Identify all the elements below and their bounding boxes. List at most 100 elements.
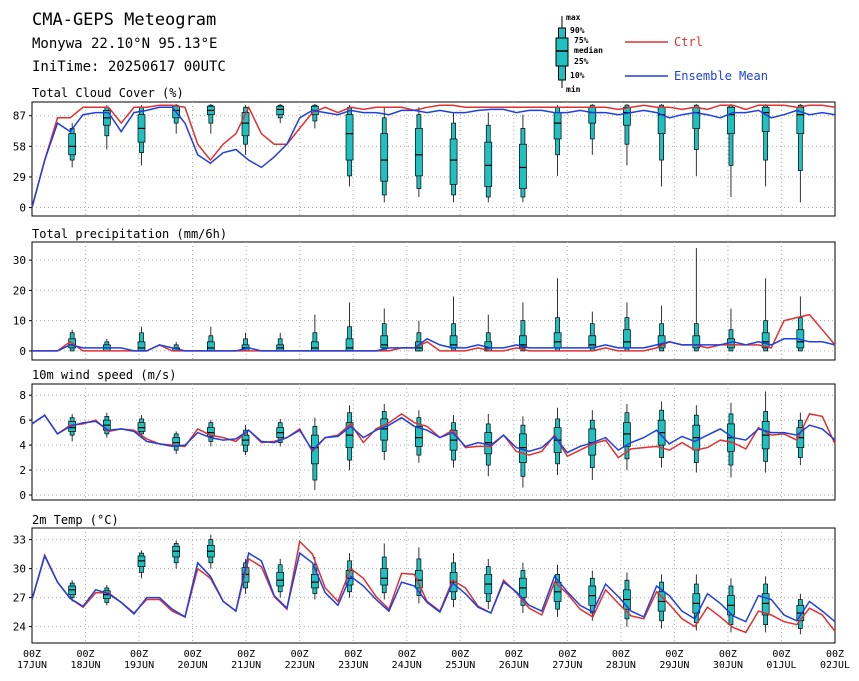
x-tick-label-date: 30JUN <box>713 660 743 671</box>
box-inner <box>727 106 735 135</box>
panel-precipitation: Total precipitation (mm/6h) 0 10 20 30 <box>13 227 836 361</box>
box-inner <box>311 341 319 352</box>
ensemble-box <box>623 104 631 166</box>
ensemble-box <box>761 278 770 352</box>
legend-label-min: min <box>566 84 581 94</box>
box-inner <box>761 332 770 349</box>
panel-title: 10m wind speed (m/s) <box>32 368 177 382</box>
box-inner <box>519 335 527 349</box>
legend-label-p90: 90% <box>570 26 585 35</box>
x-tick-label-hour: 00Z <box>451 649 469 660</box>
y-tick-label: 10 <box>13 315 26 328</box>
ctrl-series-line <box>31 539 836 634</box>
x-tick-label-hour: 00Z <box>291 649 309 660</box>
ensemble-box <box>484 558 493 610</box>
y-tick-label: 29 <box>13 171 26 184</box>
ensemble-box <box>172 431 181 454</box>
ctrl-series-line <box>32 313 836 352</box>
x-tick-label-date: 23JUN <box>338 660 368 671</box>
x-tick-label-hour: 00Z <box>505 649 523 660</box>
ensemble-mean-line <box>31 414 836 454</box>
ensemble-box <box>68 413 77 442</box>
x-tick-label-hour: 00Z <box>237 649 255 660</box>
x-tick-label-date: 28JUN <box>606 660 636 671</box>
ensemble-box <box>207 534 215 569</box>
x-tick-label-date: 27JUN <box>552 660 582 671</box>
x-tick-label-hour: 00Z <box>558 649 576 660</box>
y-tick-label: 58 <box>13 140 26 153</box>
x-tick-label-date: 20JUN <box>178 660 208 671</box>
x-tick-label-hour: 00Z <box>719 649 737 660</box>
ensemble-box <box>137 415 146 438</box>
ensemble-box <box>276 104 285 124</box>
ensemble-box <box>796 296 805 352</box>
box-inner <box>761 593 770 616</box>
ensemble-box <box>796 593 805 635</box>
legend-label-p10: 10% <box>570 71 585 80</box>
box-inner <box>276 105 285 116</box>
ensemble-box <box>657 401 666 468</box>
ensemble-box <box>692 104 701 176</box>
box-inner <box>588 106 597 124</box>
x-tick-label-hour: 00Z <box>23 649 41 660</box>
panel-title: Total Cloud Cover (%) <box>32 86 184 100</box>
ensemble-box <box>484 314 493 352</box>
x-tick-label-hour: 00Z <box>184 649 202 660</box>
box-inner <box>68 133 77 156</box>
x-tick-label-date: 02JUL <box>820 660 850 671</box>
box-inner <box>692 335 701 349</box>
box-inner <box>519 143 527 189</box>
ensemble-box <box>311 417 319 491</box>
x-tick-label-hour: 00Z <box>130 649 148 660</box>
panel-temperature: 2m Temp (°C) 24 27 30 33 <box>13 513 836 644</box>
ensemble-box <box>137 550 146 579</box>
ensemble-box <box>102 585 111 606</box>
legend-label-median: median <box>574 45 603 55</box>
panel-frame <box>31 527 836 644</box>
y-tick-label: 30 <box>13 254 26 267</box>
ensemble-box <box>102 105 111 150</box>
x-tick-label-date: 25JUN <box>445 660 475 671</box>
box-legend: max 90% 75% median 25% 10% min <box>555 13 603 94</box>
ensemble-box <box>415 107 423 197</box>
panel-wind-speed: 10m wind speed (m/s) 0 2 4 6 8 <box>19 368 836 502</box>
ensemble-box <box>415 410 423 463</box>
legend-mean-label: Ensemble Mean <box>674 69 768 83</box>
panel-cloud-cover: Total Cloud Cover (%) 0 29 58 87 <box>13 86 836 217</box>
ensemble-box <box>692 405 701 473</box>
ensemble-box <box>692 574 701 631</box>
ensemble-box <box>449 296 458 352</box>
ensemble-box <box>657 574 666 629</box>
line-legend: Ctrl Ensemble Mean <box>625 35 768 83</box>
y-tick-label: 24 <box>13 621 27 634</box>
x-tick-label-date: 21JUN <box>231 660 261 671</box>
box-inner <box>345 114 354 161</box>
ensemble-box <box>727 402 735 478</box>
box-inner <box>657 335 666 349</box>
ensemble-mean-line <box>31 551 836 623</box>
box-inner <box>623 106 631 126</box>
y-tick-label: 4 <box>19 439 26 452</box>
box-inner <box>449 335 458 349</box>
ensemble-box <box>102 338 111 352</box>
ensemble-box <box>623 403 631 471</box>
ensemble-box <box>68 580 77 602</box>
box-inner <box>345 338 354 352</box>
ensemble-box <box>380 308 389 352</box>
box-inner <box>380 568 389 586</box>
box-inner <box>449 138 458 185</box>
ensemble-box <box>519 114 527 203</box>
ensemble-box <box>276 418 285 447</box>
x-tick-label-hour: 00Z <box>612 649 630 660</box>
ensemble-box <box>484 112 493 203</box>
x-tick-label-hour: 00Z <box>826 649 844 660</box>
ensemble-box <box>207 326 215 352</box>
box-inner <box>311 574 319 589</box>
box-inner <box>657 106 666 135</box>
ensemble-box <box>519 562 527 614</box>
ensemble-box <box>241 425 250 456</box>
y-tick-label: 20 <box>13 284 26 297</box>
x-axis-labels: 00Z17JUN00Z18JUN00Z19JUN00Z20JUN00Z21JUN… <box>17 649 850 671</box>
x-tick-label-hour: 00Z <box>77 649 95 660</box>
box-inner <box>380 335 389 349</box>
